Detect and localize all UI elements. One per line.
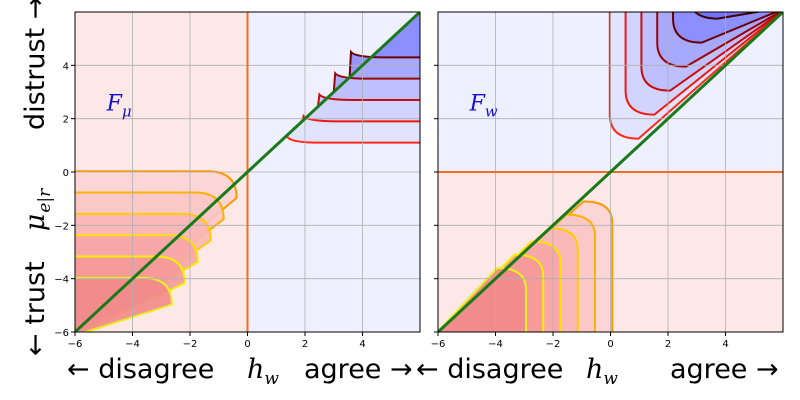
y-label-top: distrust → xyxy=(20,0,51,130)
x-tick-label: −4 xyxy=(488,339,503,350)
y-axis-label: distrust → μe|r ← trust xyxy=(20,0,55,356)
y-tick-label: −6 xyxy=(54,328,69,339)
x-tick-label: −4 xyxy=(125,339,140,350)
contour-lower-level-6 xyxy=(75,276,173,332)
x-label-left-disagree: ← disagree xyxy=(67,354,214,385)
contour-upper-level-5 xyxy=(672,12,779,44)
x-axis-label-left: ← disagree hw agree → xyxy=(67,354,413,389)
x-tick-label: 0 xyxy=(244,339,250,350)
x-label-left-var: hw xyxy=(247,354,279,389)
x-label-right-disagree: ← disagree xyxy=(416,354,563,385)
x-tick-label: 4 xyxy=(359,339,365,350)
plot-area xyxy=(438,12,783,332)
x-tick-label: 2 xyxy=(665,339,671,350)
plot-area xyxy=(75,12,420,332)
y-tick-label: −4 xyxy=(54,275,69,286)
panel-label: Fμ xyxy=(106,92,132,121)
x-tick-label: 4 xyxy=(722,339,728,350)
y-tick-label: 2 xyxy=(63,115,69,126)
y-label-var: μe|r xyxy=(20,188,55,231)
y-tick-label: 0 xyxy=(63,168,69,179)
y-tick-label: −2 xyxy=(54,221,69,232)
x-tick-label: 0 xyxy=(607,339,613,350)
contour-upper-level-6 xyxy=(694,12,764,20)
y-label-bottom: ← trust xyxy=(20,261,51,356)
x-label-left-agree: agree → xyxy=(304,354,413,385)
panel-right: Fw −6 −4 −2 0 2 4 xyxy=(431,11,784,350)
x-label-right-agree: agree → xyxy=(670,354,779,385)
x-label-right-var: hw xyxy=(586,354,618,389)
panel-left: Fμ −6−6 −4 −4 −2 −2 0 0 2 2 4 4 xyxy=(54,11,421,350)
x-tick-label: −2 xyxy=(183,339,198,350)
diagonal-line xyxy=(438,12,783,332)
x-axis-label-right: ← disagree hw agree → xyxy=(416,354,779,389)
x-tick-label: −2 xyxy=(546,339,561,350)
y-tick-label: 4 xyxy=(63,61,69,72)
x-tick-label: −6 xyxy=(68,339,83,350)
panel-label: Fw xyxy=(469,92,498,121)
diagonal-line xyxy=(75,12,420,332)
contour-lower-level-6 xyxy=(438,266,527,332)
x-tick-label: 2 xyxy=(302,339,308,350)
x-tick-label: −6 xyxy=(431,339,446,350)
